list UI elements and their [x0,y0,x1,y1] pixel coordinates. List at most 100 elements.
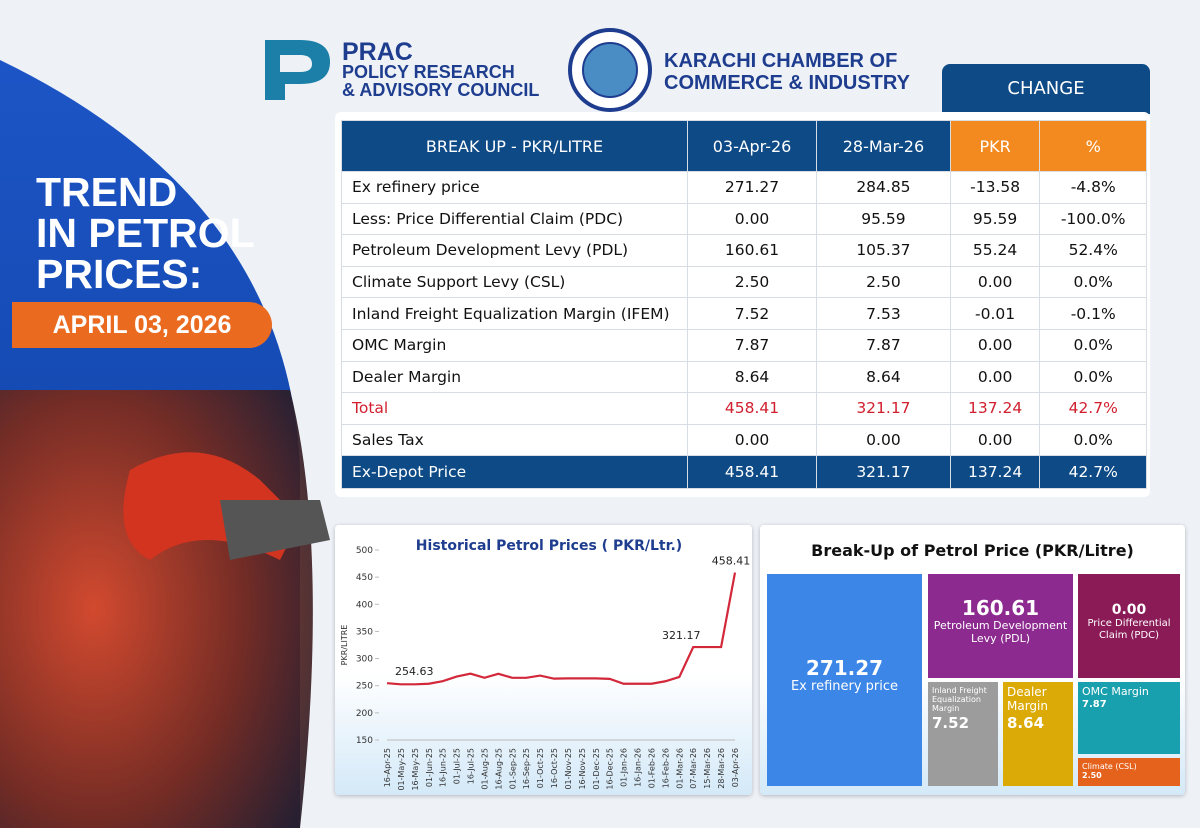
cell: 160.61 [686,234,818,267]
x-tick-label: 16-May-25 [411,748,420,791]
y-tick-label: 350 [356,627,373,637]
cell: 0.0% [1039,265,1147,299]
cell: 0.00 [686,202,818,236]
x-tick-label: 16-Apr-25 [383,748,392,787]
cell: 7.87 [816,328,951,362]
cell: 2.50 [816,265,951,299]
prac-logo [265,40,330,100]
table-row: Total 458.41 321.17 137.24 42.7% [341,392,1147,425]
x-tick-label: 01-May-25 [397,748,406,791]
y-axis-label: PKR/LITRE [340,625,349,666]
cell-name: Price Differential Claim (PDC) [1087,618,1171,641]
cell: Ex-Depot Price [341,455,688,490]
header-row: BREAK UP - PKR/LITRE 03-Apr-26 28-Mar-26 PK… [341,120,1147,172]
cell: Total [341,392,688,425]
headline: TREND [36,169,178,215]
column-header: BREAK UP - PKR/LITRE [341,120,688,172]
cell: Dealer Margin [341,360,688,394]
cell: 7.53 [816,297,951,330]
x-tick-label: 28-Mar-26 [717,748,726,789]
cell: 0.00 [949,265,1041,299]
cell: 284.85 [816,171,951,204]
cell: 271.27 [686,171,818,204]
table-row: Ex refinery price 271.27 284.85 -13.58 -4.8% [341,171,1147,204]
treemap-title: Break-Up of Petrol Price (PKR/Litre) [811,541,1134,560]
cell-name: Climate (CSL) [1082,762,1137,771]
table-row: Inland Freight Equalization Margin (IFEM… [341,297,1147,330]
cell: -100.0% [1039,202,1147,236]
data-label: 321.17 [662,629,701,642]
data-label: 254.63 [395,665,434,678]
table-row: Less: Price Differential Claim (PDC) 0.00… [341,202,1147,236]
column-header: 28-Mar-26 [816,120,951,172]
cell: 0.00 [816,423,951,457]
x-tick-label: 01-Sep-25 [508,748,517,789]
cell: 55.24 [949,234,1041,267]
treemap-cell: Inland Freight Equalization Margin 7.52 [928,682,998,786]
cell: 95.59 [816,202,951,236]
column-header: % [1039,120,1147,172]
y-tick-label: 450 [356,573,373,583]
x-tick-label: 01-Feb-26 [647,748,656,788]
x-tick-label: 16-Feb-26 [661,748,670,788]
photo-area [0,390,313,828]
cell-value: 160.61 [961,596,1040,620]
cell: 0.0% [1039,360,1147,394]
x-tick-label: 16-Jul-25 [467,748,476,784]
change-tab: CHANGE [942,64,1150,114]
org-name: POLICY RESEARCH [342,62,515,82]
cell: 8.64 [816,360,951,394]
x-tick-label: 15-Mar-26 [703,748,712,789]
price-table: BREAK UP - PKR/LITRE 03-Apr-26 28-Mar-26 PK… [341,120,1147,490]
cell: 42.7% [1039,392,1147,425]
x-tick-label: 01-Aug-25 [480,748,489,790]
x-tick-label: 01-Mar-26 [675,748,684,789]
treemap-cell: 0.00 Price Differential Claim (PDC) [1078,574,1180,678]
treemap-cell: OMC Margin 7.87 [1078,682,1180,754]
cell: 8.64 [686,360,818,394]
x-tick-label: 01-Dec-25 [592,748,601,790]
cell-value: 7.87 [1082,698,1107,710]
chart-title: Historical Petrol Prices ( PKR/Ltr.) [416,538,682,554]
x-tick-label: 16-Aug-25 [494,748,503,790]
table-row: Dealer Margin 8.64 8.64 0.00 0.0% [341,360,1147,394]
cell: 0.00 [686,423,818,457]
table-row: Sales Tax 0.00 0.00 0.00 0.0% [341,423,1147,457]
kcci-logo [568,28,652,112]
org-name: KARACHI CHAMBER OF [664,50,898,72]
cell: 52.4% [1039,234,1147,267]
x-tick-label: 01-Jun-25 [425,748,434,787]
treemap-cell: Climate (CSL) 2.50 [1078,758,1180,786]
cell-name: Dealer Margin [1007,685,1048,713]
cell: 2.50 [686,265,818,299]
cell: 458.41 [686,392,818,425]
x-tick-label: 01-Jan-26 [620,748,629,787]
cell-name: Petroleum Development Levy (PDL) [933,619,1068,645]
cell-value: 8.64 [1007,713,1045,732]
headline: PRICES: [36,251,203,297]
date-pill: APRIL 03, 2026 [12,302,272,348]
cell-name: OMC Margin [1082,685,1149,698]
cell: 0.0% [1039,328,1147,362]
cell: 321.17 [816,455,951,490]
treemap-cell: 160.61 Petroleum Development Levy (PDL) [928,574,1073,678]
y-tick-label: 150 [356,736,373,746]
cell: 0.00 [949,423,1041,457]
nozzle-metal [220,500,330,560]
cell: 0.0% [1039,423,1147,457]
x-tick-label: 16-Sep-25 [522,748,531,789]
y-tick-label: 500 [356,546,373,556]
treemap-card: Break-Up of Petrol Price (PKR/Litre) 271… [760,525,1185,795]
treemap-cell: 271.27 Ex refinery price [767,574,922,786]
table-row: Climate Support Levy (CSL) 2.50 2.50 0.00 0.… [341,265,1147,299]
cell: Climate Support Levy (CSL) [341,265,688,299]
cell: -0.01 [949,297,1041,330]
cell: OMC Margin [341,328,688,362]
cell-value: 2.50 [1082,771,1102,781]
treemap-cell: Dealer Margin 8.64 [1003,682,1073,786]
table-row: OMC Margin 7.87 7.87 0.00 0.0% [341,328,1147,362]
cell: 321.17 [816,392,951,425]
x-tick-label: 16-Jun-25 [439,748,448,787]
cell-name: Ex refinery price [790,679,899,694]
cell: Sales Tax [341,423,688,457]
